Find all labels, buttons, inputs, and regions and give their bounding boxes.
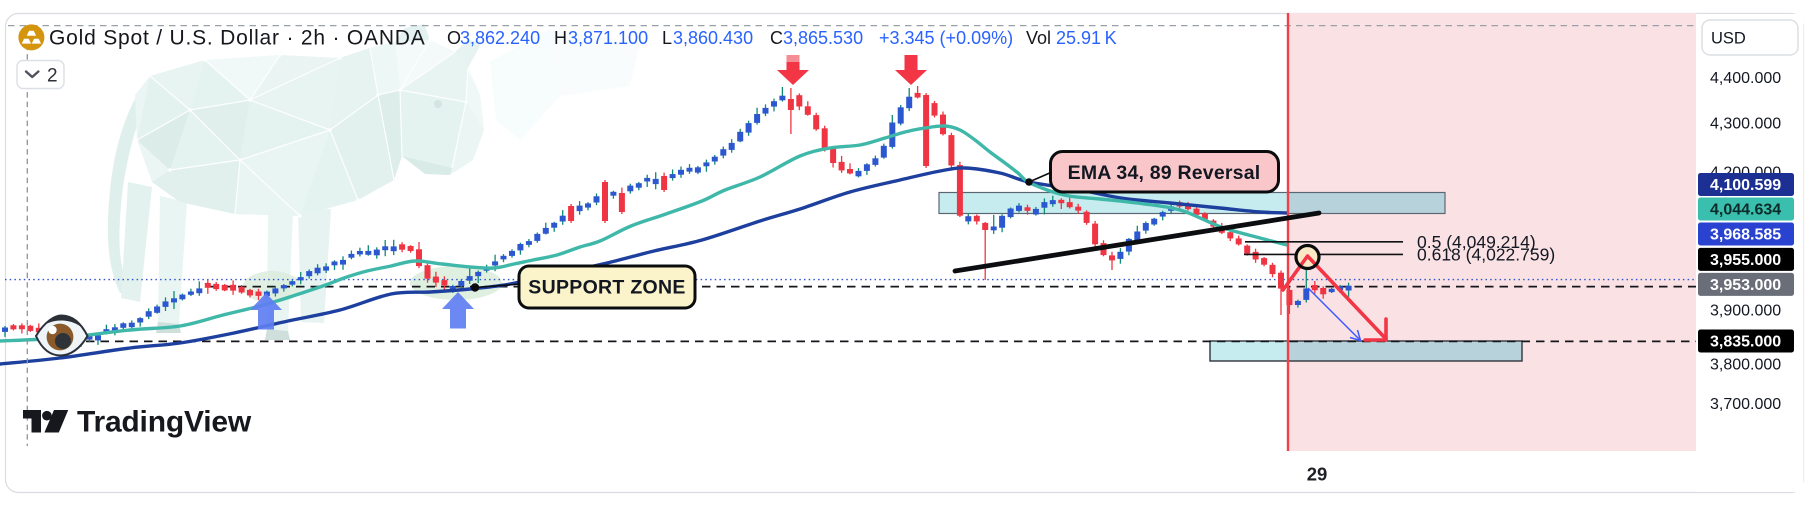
svg-text:0.618 (4,022.759): 0.618 (4,022.759) — [1417, 245, 1555, 265]
svg-text:4,100.599: 4,100.599 — [1710, 177, 1781, 194]
svg-text:4,400.000: 4,400.000 — [1710, 70, 1781, 87]
svg-text:SUPPORT ZONE: SUPPORT ZONE — [528, 277, 685, 299]
svg-text:3,835.000: 3,835.000 — [1710, 334, 1781, 351]
svg-text:TradingView: TradingView — [77, 406, 252, 439]
svg-text:0.5 (4,049.214): 0.5 (4,049.214) — [1417, 232, 1536, 252]
svg-text:3,955.000: 3,955.000 — [1710, 252, 1781, 269]
svg-text:3,968.585: 3,968.585 — [1710, 227, 1781, 244]
svg-text:3,900.000: 3,900.000 — [1710, 303, 1781, 320]
svg-text:4,300.000: 4,300.000 — [1710, 116, 1781, 133]
svg-text:3,800.000: 3,800.000 — [1710, 357, 1781, 374]
svg-text:EMA 34, 89 Reversal: EMA 34, 89 Reversal — [1068, 162, 1261, 184]
svg-text:2: 2 — [47, 66, 58, 87]
svg-text:USD: USD — [1711, 30, 1746, 48]
svg-text:3,953.000: 3,953.000 — [1710, 277, 1781, 294]
svg-text:29: 29 — [1307, 464, 1328, 485]
svg-text:4,044.634: 4,044.634 — [1710, 202, 1781, 219]
svg-text:Gold Spot / U.S. Dollar · 2h ·: Gold Spot / U.S. Dollar · 2h · OANDA — [49, 27, 426, 50]
svg-text:3,700.000: 3,700.000 — [1710, 396, 1781, 413]
